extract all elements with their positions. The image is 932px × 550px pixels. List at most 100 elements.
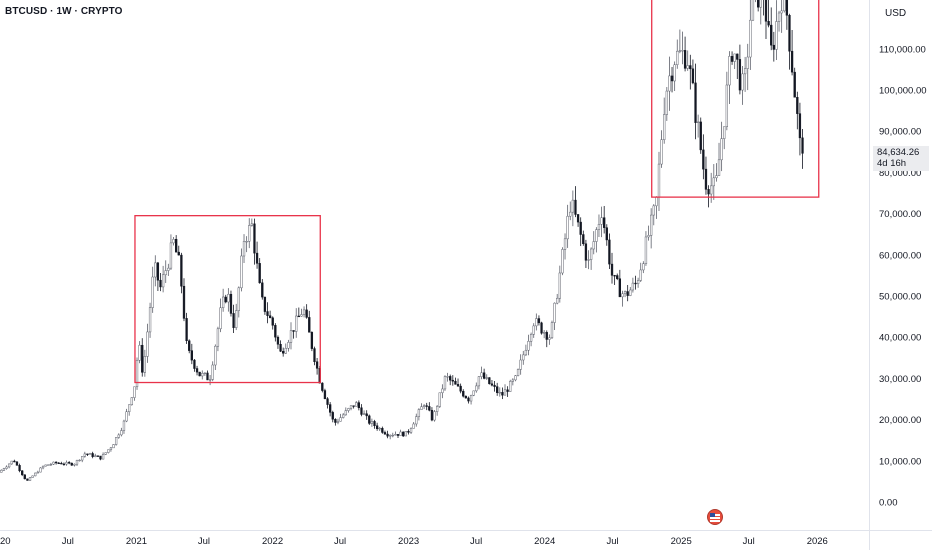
candle-body — [164, 270, 167, 276]
us-flag-icon[interactable] — [707, 509, 723, 525]
candle-body — [610, 263, 614, 276]
candle-body — [159, 279, 162, 288]
x-tick-label: Jul — [62, 536, 74, 547]
candle-body — [472, 390, 475, 396]
y-tick-label: 50,000.00 — [879, 292, 921, 303]
candle-body — [326, 398, 329, 405]
candle-body — [253, 223, 256, 254]
x-tick-label: 2022 — [262, 536, 283, 547]
candle-body — [394, 434, 397, 436]
candle-body — [689, 65, 692, 70]
candle-body — [717, 159, 721, 176]
candle-body — [629, 289, 632, 296]
candle-body — [691, 68, 695, 84]
candle-body — [295, 315, 298, 332]
candle-body — [569, 211, 572, 217]
candle-body — [34, 472, 37, 477]
candle-body — [331, 412, 334, 420]
candle-body — [177, 251, 180, 256]
candle-body — [5, 466, 8, 469]
candle-body — [389, 434, 392, 437]
candle-body — [563, 238, 567, 250]
candle-body — [644, 236, 648, 264]
candle-body — [381, 427, 384, 433]
x-tick-label: 2025 — [671, 536, 692, 547]
candle-body — [365, 413, 368, 417]
bar-countdown: 4d 16h — [877, 158, 907, 169]
candle-body — [527, 341, 530, 351]
candle-body — [777, 12, 781, 22]
candle-body — [402, 431, 405, 437]
candle-body — [412, 423, 415, 429]
candle-body — [107, 449, 110, 453]
candle-body — [477, 376, 481, 387]
candle-body — [441, 388, 444, 394]
candle-body — [650, 214, 653, 236]
candle-body — [626, 291, 629, 296]
candle-body — [219, 307, 222, 330]
candle-body — [715, 175, 718, 179]
candle-body — [736, 53, 739, 60]
candle-body — [603, 217, 606, 228]
candle-body — [464, 395, 468, 399]
candle-body — [83, 453, 86, 457]
candle-body — [266, 311, 269, 316]
candle-body — [52, 461, 55, 465]
candle-body — [151, 276, 154, 308]
candle-body — [796, 97, 799, 114]
candle-body — [696, 121, 700, 123]
symbol-title[interactable]: BTCUSD · 1W · CRYPTO — [5, 6, 123, 17]
candle-body — [203, 372, 207, 375]
candle-body — [49, 463, 53, 466]
candle-body — [386, 433, 389, 437]
candle-body — [2, 468, 6, 471]
candle-body — [428, 406, 431, 411]
candle-body — [146, 331, 149, 357]
candle-body — [764, 0, 768, 22]
candle-body — [456, 384, 460, 387]
candle-body — [10, 460, 13, 465]
candle-body — [749, 19, 752, 58]
candle-body — [284, 347, 287, 354]
candle-body — [73, 463, 76, 466]
candle-body — [485, 377, 488, 379]
candle-body — [498, 392, 501, 394]
currency-button[interactable]: USD — [885, 8, 907, 19]
candle-body — [154, 262, 157, 278]
candle-body — [725, 84, 728, 127]
candle-body — [141, 344, 144, 373]
x-tick-label: 2026 — [807, 536, 828, 547]
last-price-tag: 84,634.26 4d 16h — [873, 146, 929, 171]
annotation-box-2 — [651, 0, 820, 198]
candle-body — [449, 376, 452, 381]
candle-body — [250, 223, 254, 226]
candle-body — [383, 432, 387, 435]
candle-body — [613, 275, 616, 277]
candle-body — [702, 149, 705, 170]
candle-body — [589, 248, 593, 260]
candle-body — [216, 328, 220, 347]
candle-body — [378, 427, 381, 430]
candle-body — [587, 259, 590, 261]
candle-body — [148, 307, 152, 333]
candle-body — [23, 474, 26, 480]
candle-body — [710, 185, 713, 195]
candle-body — [224, 296, 227, 303]
candle-body — [370, 421, 374, 424]
candle-body — [707, 189, 710, 195]
candle-body — [18, 465, 21, 472]
annotation-box-1 — [134, 215, 321, 384]
candle-body — [514, 375, 517, 381]
candle-body — [289, 330, 293, 343]
candle-body — [704, 168, 708, 190]
candle-body — [258, 263, 261, 284]
candle-body — [86, 453, 89, 455]
candle-body — [683, 50, 687, 69]
candle-body — [328, 404, 332, 413]
candle-body — [480, 372, 483, 377]
candle-body — [128, 404, 131, 412]
candle-body — [678, 50, 682, 52]
candle-body — [357, 402, 361, 409]
x-tick-label: Jul — [334, 536, 346, 547]
